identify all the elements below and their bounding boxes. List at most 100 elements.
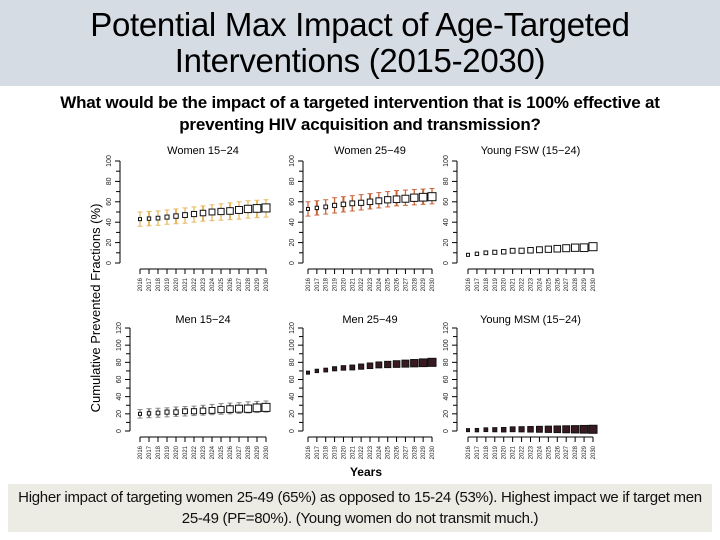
panel-title: Women 15−24 xyxy=(167,145,239,157)
x-tick-label: 2024 xyxy=(537,277,543,291)
x-tick-label: 2028 xyxy=(412,445,418,459)
y-tick-label: 0 xyxy=(289,429,296,433)
y-tick-label: 20 xyxy=(443,239,450,247)
data-point xyxy=(466,252,470,257)
data-point xyxy=(410,193,419,202)
panel-5: Men 25−49 0 20 40 60 80 100 120 2016 2017 2018 2019… xyxy=(289,314,437,459)
y-tick-label: 80 xyxy=(289,358,296,366)
data-point xyxy=(500,426,507,433)
y-tick-label: 0 xyxy=(116,429,123,433)
panel-title: Young MSM (15−24) xyxy=(480,314,581,326)
data-point xyxy=(527,426,534,433)
data-point xyxy=(375,361,383,369)
x-tick-label: 2027 xyxy=(237,445,243,459)
x-tick-label: 2019 xyxy=(165,445,171,459)
y-tick-label: 100 xyxy=(443,339,450,351)
data-point xyxy=(208,406,216,414)
x-axis-label: Years xyxy=(350,465,382,479)
x-tick-label: 2022 xyxy=(520,445,526,459)
x-tick-label: 2018 xyxy=(156,445,162,459)
data-point xyxy=(226,207,234,215)
data-point xyxy=(466,428,470,433)
data-point xyxy=(588,242,598,252)
data-point xyxy=(410,359,419,368)
footer-note: Higher impact of targeting women 25-49 (… xyxy=(18,489,702,527)
x-tick-label: 2024 xyxy=(210,277,216,291)
y-tick-label: 60 xyxy=(443,376,450,384)
y-tick-label: 40 xyxy=(289,393,296,401)
y-tick-label: 20 xyxy=(106,239,113,247)
data-point xyxy=(323,367,329,373)
y-tick-label: 60 xyxy=(116,376,123,384)
x-tick-label: 2020 xyxy=(341,445,347,459)
x-tick-label: 2020 xyxy=(341,277,347,291)
x-tick-label: 2020 xyxy=(502,445,508,459)
x-tick-label: 2024 xyxy=(537,445,543,459)
data-point xyxy=(340,365,347,371)
x-tick-label: 2019 xyxy=(333,277,339,291)
x-tick-label: 2022 xyxy=(192,445,198,459)
x-tick-label: 2025 xyxy=(219,445,225,459)
data-point xyxy=(579,424,589,434)
x-tick-label: 2030 xyxy=(264,445,270,459)
x-tick-label: 2017 xyxy=(475,277,481,291)
x-tick-label: 2028 xyxy=(246,277,252,291)
x-tick-label: 2022 xyxy=(520,277,526,291)
data-point xyxy=(190,210,198,218)
data-point xyxy=(323,204,329,210)
data-point xyxy=(349,364,356,371)
x-tick-label: 2017 xyxy=(147,277,153,291)
x-tick-label: 2019 xyxy=(493,445,499,459)
y-tick-label: 60 xyxy=(443,198,450,206)
x-tick-label: 2028 xyxy=(412,277,418,291)
data-point xyxy=(401,359,410,368)
panel-title: Young FSW (15−24) xyxy=(481,145,581,157)
data-point xyxy=(384,360,392,369)
data-point xyxy=(392,360,401,368)
x-tick-label: 2028 xyxy=(573,445,579,459)
data-point xyxy=(306,206,310,211)
y-tick-label: 0 xyxy=(289,261,296,265)
data-point xyxy=(375,197,383,205)
x-tick-label: 2019 xyxy=(493,277,499,291)
data-point xyxy=(252,204,262,213)
panel-4: Men 15−24 0 20 40 60 80 100 120 2016 2017 2018 2019… xyxy=(116,314,271,459)
data-point xyxy=(306,370,310,375)
x-tick-label: 2021 xyxy=(511,277,517,291)
data-point xyxy=(366,362,374,370)
data-point xyxy=(553,244,562,253)
data-point xyxy=(535,425,543,433)
x-tick-label: 2024 xyxy=(377,277,383,291)
x-tick-label: 2029 xyxy=(421,277,427,291)
x-tick-label: 2025 xyxy=(546,277,552,291)
y-tick-label: 100 xyxy=(116,339,123,351)
data-point xyxy=(182,408,188,415)
data-point xyxy=(384,196,392,204)
x-tick-label: 2018 xyxy=(484,445,490,459)
data-point xyxy=(518,247,525,254)
y-tick-label: 80 xyxy=(289,177,296,185)
x-tick-label: 2029 xyxy=(255,445,261,459)
x-tick-label: 2022 xyxy=(359,277,365,291)
data-point xyxy=(483,250,489,256)
x-tick-label: 2030 xyxy=(264,277,270,291)
x-tick-label: 2030 xyxy=(591,445,597,459)
y-tick-label: 20 xyxy=(289,239,296,247)
x-tick-label: 2026 xyxy=(228,277,234,291)
x-tick-label: 2028 xyxy=(573,277,579,291)
y-tick-label: 20 xyxy=(116,410,123,418)
x-tick-label: 2026 xyxy=(228,445,234,459)
x-tick-label: 2021 xyxy=(511,445,517,459)
x-tick-label: 2025 xyxy=(386,445,392,459)
x-tick-label: 2022 xyxy=(359,445,365,459)
x-tick-label: 2027 xyxy=(564,277,570,291)
data-point xyxy=(474,427,480,433)
y-tick-label: 0 xyxy=(106,261,113,265)
data-point xyxy=(392,195,401,204)
x-tick-label: 2026 xyxy=(555,277,561,291)
data-point xyxy=(190,408,198,415)
slide-title: Potential Max Impact of Age-Targeted Int… xyxy=(90,6,630,79)
x-tick-label: 2025 xyxy=(386,277,392,291)
data-point xyxy=(155,215,161,221)
